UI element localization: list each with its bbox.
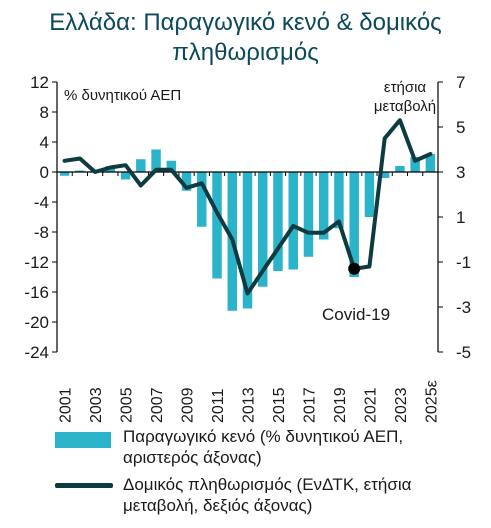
right-tick-label: 1 — [456, 208, 465, 227]
chart-title-line2: πληθωρισμός — [172, 39, 319, 66]
right-axis-label-line2: μεταβολή — [374, 98, 436, 115]
bar-2001 — [59, 172, 70, 176]
bar-2005 — [120, 172, 131, 180]
bar-2015 — [273, 172, 283, 271]
covid-marker — [348, 262, 361, 275]
x-tick-label: 2023 — [393, 387, 410, 423]
left-tick-label: 0 — [40, 163, 49, 182]
x-tick-label: 2003 — [88, 387, 105, 423]
bar-2002 — [75, 170, 85, 172]
x-tick-label: 2009 — [180, 387, 197, 423]
left-tick-label: -16 — [24, 283, 49, 302]
right-axis: 7 5 3 1 -1 -3 -5 — [438, 73, 471, 362]
legend-item-core-inflation: Δομικός πληθωρισμός (ΕνΔΤΚ, ετήσια μεταβ… — [55, 474, 485, 516]
bar-2023 — [395, 166, 405, 172]
legend-bar-text-line2: αριστερός άξονας) — [123, 448, 262, 467]
legend-bar-text-line1: Παραγωγικό κενό (% δυνητικού ΑΕΠ, — [123, 427, 404, 446]
x-axis-labels: 2001 2003 2005 2007 2009 2011 2013 2015 2017 2019… — [58, 380, 441, 423]
legend-line-text-line2: μεταβολή, δεξιός άξονας) — [123, 496, 313, 515]
left-tick-label: 4 — [40, 133, 49, 152]
bar-2006 — [136, 159, 146, 172]
x-tick-label: 2001 — [58, 387, 75, 423]
bar-2009 — [181, 172, 192, 191]
bar-2019 — [334, 172, 344, 229]
x-tick-label: 2013 — [241, 387, 258, 423]
x-tick-label: 2021 — [362, 387, 379, 423]
right-tick-label: 5 — [456, 118, 465, 137]
legend-line-text-line1: Δομικός πληθωρισμός (ΕνΔΤΚ, ετήσια — [123, 475, 412, 494]
x-tick-label: 2005 — [119, 387, 136, 423]
bar-2021 — [364, 172, 375, 217]
bar-2020 — [349, 172, 359, 277]
bar-2013 — [242, 172, 253, 309]
right-tick-label: -3 — [456, 298, 471, 317]
legend-line-swatch — [55, 483, 113, 488]
bar-2007 — [151, 149, 161, 172]
x-tick-label: 2011 — [210, 388, 227, 423]
bar-2016 — [288, 172, 298, 270]
chart-title: Ελλάδα: Παραγωγικό κενό & δομικός πληθωρ… — [0, 8, 491, 68]
x-tick-label: 2015 — [271, 387, 288, 423]
x-tick-label: 2017 — [301, 387, 318, 423]
legend: Παραγωγικό κενό (% δυνητικού ΑΕΠ, αριστε… — [55, 426, 485, 522]
right-tick-label: -1 — [456, 253, 471, 272]
right-tick-label: 3 — [456, 163, 465, 182]
axis-lines — [56, 82, 439, 352]
bar-2025 — [425, 154, 436, 172]
line-series — [62, 118, 433, 296]
bar-2018 — [318, 172, 329, 240]
covid-annotation: Covid-19 — [322, 305, 390, 324]
bar-2010 — [197, 172, 207, 227]
left-axis: 12 8 4 0 -4 -8 -12 -16 -20 -24 — [24, 73, 57, 362]
x-tick-label: 2025ε — [423, 380, 440, 423]
left-tick-label: 8 — [40, 103, 49, 122]
bar-2024 — [410, 157, 420, 172]
left-tick-label: -4 — [34, 193, 49, 212]
left-tick-label: -8 — [34, 223, 49, 242]
x-tick-label: 2019 — [332, 387, 349, 423]
right-axis-label-line1: ετήσια — [384, 79, 427, 96]
left-tick-label: -24 — [24, 343, 49, 362]
bar-2008 — [166, 160, 177, 172]
chart-title-line1: Ελλάδα: Παραγωγικό κενό & δομικός — [49, 9, 442, 36]
left-tick-label: 12 — [30, 73, 49, 92]
left-tick-label: -12 — [24, 253, 49, 272]
bar-2022 — [379, 172, 390, 178]
right-tick-label: -5 — [456, 343, 471, 362]
bar-2014 — [258, 172, 268, 287]
legend-bar-swatch — [55, 432, 111, 448]
legend-item-output-gap: Παραγωγικό κενό (% δυνητικού ΑΕΠ, αριστε… — [55, 426, 485, 468]
right-tick-label: 7 — [456, 73, 465, 92]
x-tick-label: 2007 — [149, 387, 166, 423]
left-tick-label: -20 — [24, 313, 49, 332]
left-axis-label: % δυνητικού ΑΕΠ — [64, 87, 181, 104]
bar-2011 — [212, 172, 222, 279]
bar-2017 — [303, 172, 314, 257]
